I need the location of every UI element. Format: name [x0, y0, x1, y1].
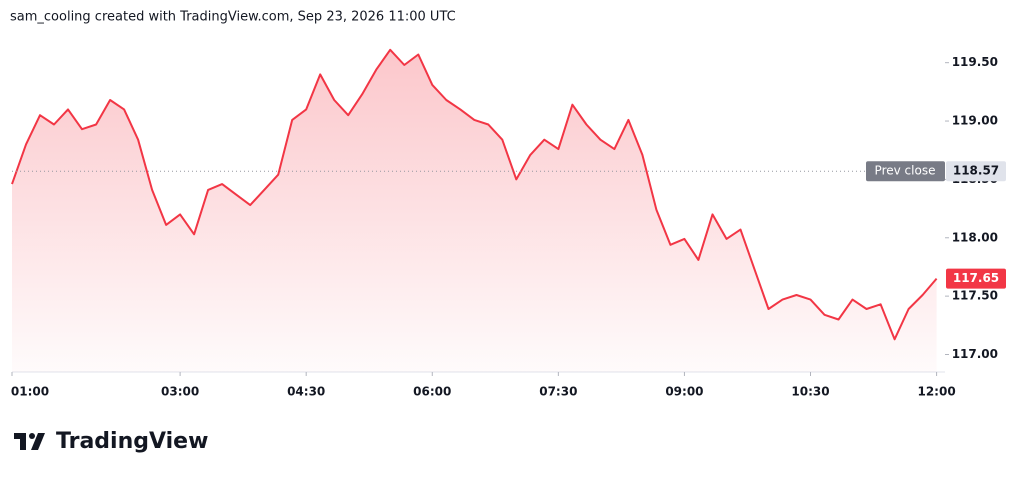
last-value-label: 117.65 — [953, 271, 999, 285]
logo-icon — [14, 433, 45, 450]
x-tick-label: 07:30 — [539, 385, 577, 399]
prev-close-label: Prev close — [875, 164, 936, 178]
prev-close-value: 118.57 — [953, 164, 999, 178]
y-tick-label: 117.50 — [952, 289, 998, 303]
x-tick-label: 04:30 — [287, 385, 325, 399]
area — [12, 49, 937, 373]
x-tick-label: 01:00 — [11, 385, 49, 399]
prev-close-value-box — [946, 161, 1006, 182]
y-tick-label: 117.00 — [952, 347, 998, 361]
price-line — [11, 48, 938, 341]
header: sam_cooling created with TradingView.com… — [10, 10, 456, 25]
last-value-box — [946, 268, 1006, 289]
x-tick-label: 03:00 — [161, 385, 199, 399]
y-tick-label: 119.50 — [952, 55, 998, 69]
x-tick-label: 12:00 — [917, 385, 955, 399]
prev-close-tag — [866, 161, 945, 182]
x-tick-label: 06:00 — [413, 385, 451, 399]
x-tick-label: 09:00 — [665, 385, 703, 399]
logo-text: TradingView — [56, 429, 208, 454]
y-tick-label: 119.00 — [952, 114, 998, 128]
x-tick-label: 10:30 — [791, 385, 829, 399]
y-tick-label: 118.00 — [952, 230, 998, 244]
